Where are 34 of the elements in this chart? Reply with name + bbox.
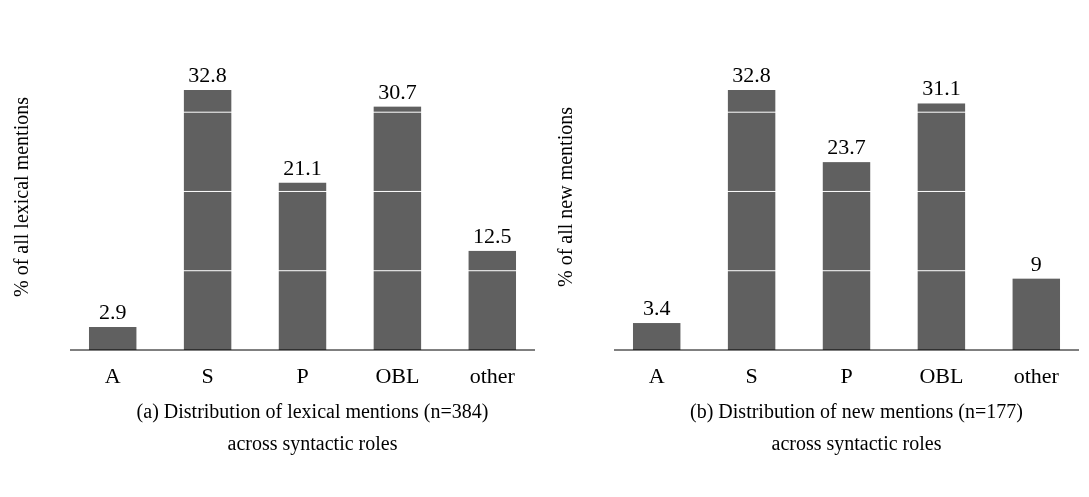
text: (a) Distribution of lexical mentions (n=384) across syntactic roles <box>136 400 489 455</box>
x-tick-label: S <box>745 363 758 388</box>
data-label: 32.8 <box>732 62 771 87</box>
data-label: 9 <box>1030 250 1042 276</box>
data-label: 21.1 <box>283 154 322 180</box>
data-label: 23.7 <box>827 134 866 160</box>
data-label: 30.7 <box>378 78 417 104</box>
bar <box>822 162 871 350</box>
bar <box>468 250 517 350</box>
bar <box>373 106 422 350</box>
data-label: 31.1 <box>922 75 961 101</box>
bar <box>1012 278 1061 350</box>
data-label: 32.8 <box>188 62 227 87</box>
x-tick-label: A <box>104 363 121 388</box>
bar <box>632 323 681 350</box>
x-tick-label: S <box>201 363 214 388</box>
text: (b) Distribution of new mentions (n=177) across syntactic roles <box>690 400 1023 455</box>
data-label: 3.4 <box>642 295 671 321</box>
x-tick-label: P <box>840 363 853 388</box>
x-tick-label: P <box>296 363 309 388</box>
x-tick-label: OBL <box>919 363 964 388</box>
bar <box>278 182 327 350</box>
x-tick-label: A <box>648 363 665 388</box>
data-label: 2.9 <box>98 299 127 325</box>
y-axis-title: % of all lexical mentions <box>10 96 32 297</box>
bar <box>727 90 776 350</box>
x-tick-label: OBL <box>375 363 420 388</box>
x-tick-label: other <box>1013 363 1060 388</box>
bar <box>917 103 966 350</box>
x-tick-label: other <box>469 363 516 388</box>
bar <box>183 90 232 350</box>
y-axis-title: % of all new mentions <box>554 106 576 287</box>
bar <box>88 327 137 350</box>
data-label: 12.5 <box>473 222 512 248</box>
